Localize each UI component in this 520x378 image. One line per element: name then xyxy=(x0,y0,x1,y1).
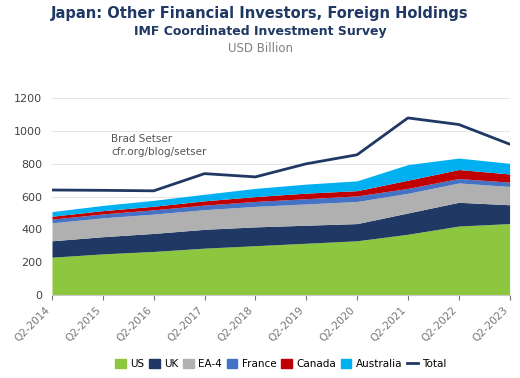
Text: IMF Coordinated Investment Survey: IMF Coordinated Investment Survey xyxy=(134,25,386,37)
Text: Brad Setser
cfr.org/blog/setser: Brad Setser cfr.org/blog/setser xyxy=(111,134,207,157)
Legend: US, UK, EA-4, France, Canada, Australia, Total: US, UK, EA-4, France, Canada, Australia,… xyxy=(115,359,446,369)
Text: Japan: Other Financial Investors, Foreign Holdings: Japan: Other Financial Investors, Foreig… xyxy=(51,6,469,21)
Text: USD Billion: USD Billion xyxy=(228,42,292,55)
